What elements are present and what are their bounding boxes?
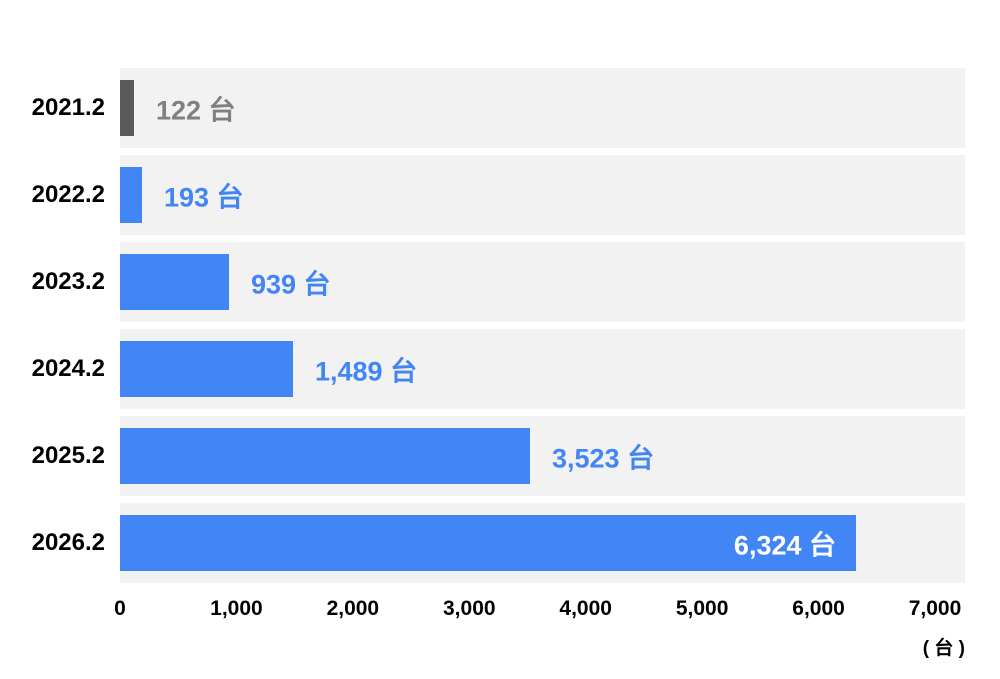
category-label: 2025.2 bbox=[31, 442, 105, 469]
value-label: 193 台 bbox=[164, 182, 244, 213]
row-band: 193 台 bbox=[120, 155, 965, 235]
x-tick-label: 1,000 bbox=[210, 597, 263, 620]
category-axis: 2021.2 2022.2 2023.2 2024.2 2025.2 2026.2 bbox=[0, 68, 105, 583]
value-label: 1,489 台 bbox=[315, 356, 418, 387]
plot-area: 122 台 193 台 939 台 1,489 台 3,523 台 6,324 台 bbox=[120, 68, 965, 583]
bar-2021.2 bbox=[120, 80, 134, 136]
x-tick-label: 2,000 bbox=[326, 597, 380, 620]
x-tick-label: 5,000 bbox=[675, 597, 729, 620]
x-tick-label: 0 bbox=[114, 597, 126, 620]
category-label: 2021.2 bbox=[31, 94, 105, 121]
bar-2025.2 bbox=[120, 428, 530, 484]
value-label: 6,324 台 bbox=[733, 530, 836, 561]
value-label: 122 台 bbox=[156, 95, 236, 126]
axis-unit-label: ( 台 ) bbox=[922, 638, 965, 659]
x-tick-label: 3,000 bbox=[443, 597, 496, 620]
bar-2022.2 bbox=[120, 167, 142, 223]
value-label: 939 台 bbox=[251, 269, 331, 300]
row-band: 1,489 台 bbox=[120, 329, 965, 409]
x-tick-label: 6,000 bbox=[792, 597, 845, 620]
value-label: 3,523 台 bbox=[552, 443, 655, 474]
x-axis: 0 1,000 2,000 3,000 4,000 5,000 6,000 7,000 bbox=[114, 597, 965, 627]
bar-2026.2 bbox=[120, 515, 856, 571]
category-label: 2023.2 bbox=[31, 268, 105, 295]
x-tick-label: 4,000 bbox=[559, 597, 612, 620]
row-band: 122 台 bbox=[120, 68, 965, 148]
row-band: 6,324 台 bbox=[120, 503, 965, 583]
category-label: 2022.2 bbox=[31, 181, 105, 208]
bar-2023.2 bbox=[120, 254, 229, 310]
bar-2024.2 bbox=[120, 341, 293, 397]
category-label: 2026.2 bbox=[31, 529, 105, 556]
row-band: 939 台 bbox=[120, 242, 965, 322]
row-band: 3,523 台 bbox=[120, 416, 965, 496]
category-label: 2024.2 bbox=[31, 355, 105, 382]
x-tick-label: 7,000 bbox=[908, 597, 962, 620]
